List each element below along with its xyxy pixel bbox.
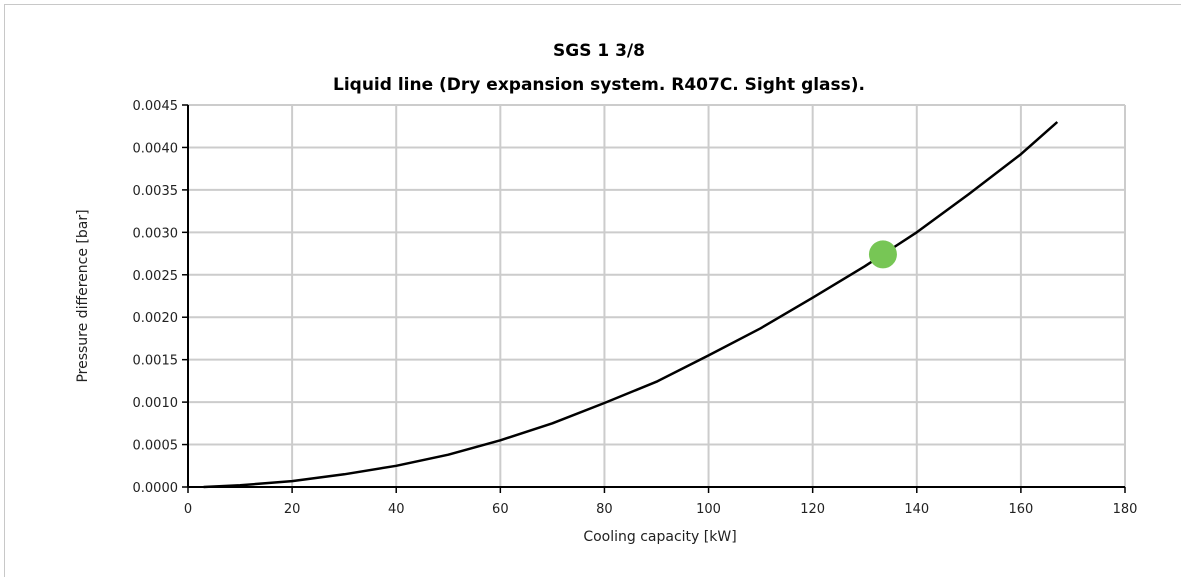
x-tick-label: 120 (800, 502, 825, 517)
y-tick-label: 0.0010 (133, 396, 179, 411)
x-tick-label: 80 (596, 502, 613, 517)
x-axis-label: Cooling capacity [kW] (583, 529, 736, 545)
chart-title: SGS 1 3/8 (553, 41, 645, 61)
x-tick-label: 140 (904, 502, 929, 517)
x-tick-label: 60 (492, 502, 509, 517)
y-tick-label: 0.0030 (133, 226, 179, 241)
x-tick-label: 0 (184, 502, 192, 517)
y-tick-label: 0.0040 (133, 141, 179, 156)
y-tick-label: 0.0035 (133, 184, 179, 199)
y-tick-labels: 0.0000 0.0005 0.0010 0.0015 0.0020 0.0025 0.00… (133, 99, 179, 496)
y-tick-label: 0.0020 (133, 311, 179, 326)
chart-subtitle: Liquid line (Dry expansion system. R407C… (333, 75, 865, 95)
y-tick-label: 0.0000 (133, 481, 179, 496)
operating-point-marker (868, 240, 897, 269)
x-tick-label: 160 (1008, 502, 1033, 517)
x-tick-label: 180 (1113, 502, 1138, 517)
x-tick-label: 20 (284, 502, 301, 517)
y-axis-label: Pressure difference [bar] (75, 209, 91, 382)
y-tick-label: 0.0015 (133, 354, 179, 369)
axes (182, 104, 1126, 493)
y-tick-label: 0.0025 (133, 269, 179, 284)
x-tick-label: 40 (388, 502, 405, 517)
x-tick-label: 100 (696, 502, 721, 517)
grid-lines (188, 104, 1126, 487)
marker-layer (868, 240, 897, 269)
y-tick-label: 0.0005 (133, 439, 179, 454)
series-line (203, 121, 1059, 489)
y-tick-label: 0.0045 (133, 99, 179, 114)
chart-frame (4, 4, 1181, 577)
x-tick-labels: 0 20 40 60 80 100 120 140 160 180 (184, 502, 1138, 517)
series-layer (203, 121, 1059, 489)
